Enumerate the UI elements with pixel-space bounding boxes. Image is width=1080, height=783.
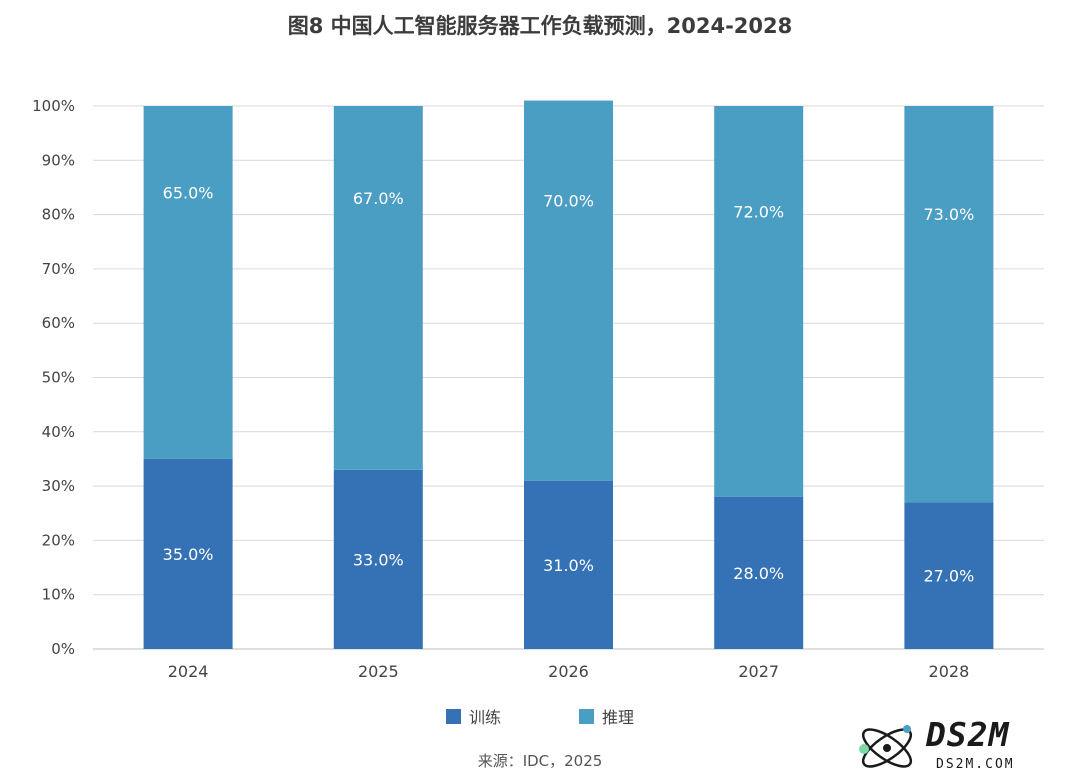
y-tick-label: 50%: [42, 369, 75, 387]
y-tick-label: 70%: [42, 260, 75, 278]
data-label: 70.0%: [543, 192, 594, 211]
data-label: 72.0%: [733, 202, 784, 221]
legend: 训练 推理: [0, 704, 1080, 728]
data-label: 35.0%: [163, 545, 214, 564]
bar-inference-2027: [714, 106, 804, 497]
x-tick-label: 2025: [358, 662, 399, 681]
bar-inference-2028: [904, 106, 994, 503]
y-tick-label: 60%: [42, 314, 75, 332]
bar-inference-2024: [143, 106, 233, 459]
bar-inference-2026: [524, 100, 613, 481]
y-tick-label: 90%: [42, 151, 75, 169]
y-tick-label: 40%: [42, 423, 75, 441]
x-tick-label: 2024: [168, 662, 209, 681]
watermark: DS2M DS2M.COM: [844, 713, 1080, 783]
legend-swatch-training: [445, 708, 461, 724]
watermark-url: DS2M.COM: [936, 757, 1015, 772]
legend-item-training: 训练: [445, 704, 501, 728]
y-tick-label: 30%: [42, 477, 75, 495]
legend-swatch-inference: [579, 708, 594, 724]
bar-inference-2025: [333, 106, 423, 470]
bar-training-2026: [524, 480, 613, 649]
x-tick-label: 2026: [548, 662, 589, 681]
bar-training-2025: [333, 469, 423, 649]
data-label: 67.0%: [353, 189, 404, 208]
data-label: 28.0%: [733, 564, 784, 583]
data-label: 27.0%: [923, 567, 974, 586]
y-tick-label: 10%: [42, 586, 75, 604]
data-label: 33.0%: [353, 550, 404, 569]
data-label: 31.0%: [543, 556, 594, 575]
y-tick-label: 100%: [32, 97, 75, 115]
legend-label-training: 训练: [468, 708, 501, 727]
stacked-bar-chart: 0% 10% 20% 30% 40% 50% 60% 70% 80% 90% 100% 35.0% 65…: [32, 97, 1044, 681]
y-tick-label: 80%: [42, 206, 75, 224]
data-label: 65.0%: [163, 183, 214, 202]
bar-training-2024: [143, 458, 233, 649]
watermark-text: DS2M: [926, 715, 1010, 754]
bar-training-2028: [904, 502, 994, 649]
x-tick-label: 2027: [738, 662, 779, 681]
y-tick-label: 0%: [51, 640, 75, 658]
data-label: 73.0%: [923, 205, 974, 224]
y-tick-label: 20%: [42, 531, 75, 549]
legend-item-inference: 推理: [579, 704, 634, 728]
chart-title: 图8 中国人工智能服务器工作负载预测，2024-2028: [287, 14, 793, 38]
x-tick-label: 2028: [929, 662, 970, 681]
atom-logo-icon: [859, 725, 913, 768]
source-note: 来源：IDC，2025: [477, 752, 603, 770]
legend-label-inference: 推理: [602, 708, 635, 727]
bar-training-2027: [714, 496, 804, 649]
